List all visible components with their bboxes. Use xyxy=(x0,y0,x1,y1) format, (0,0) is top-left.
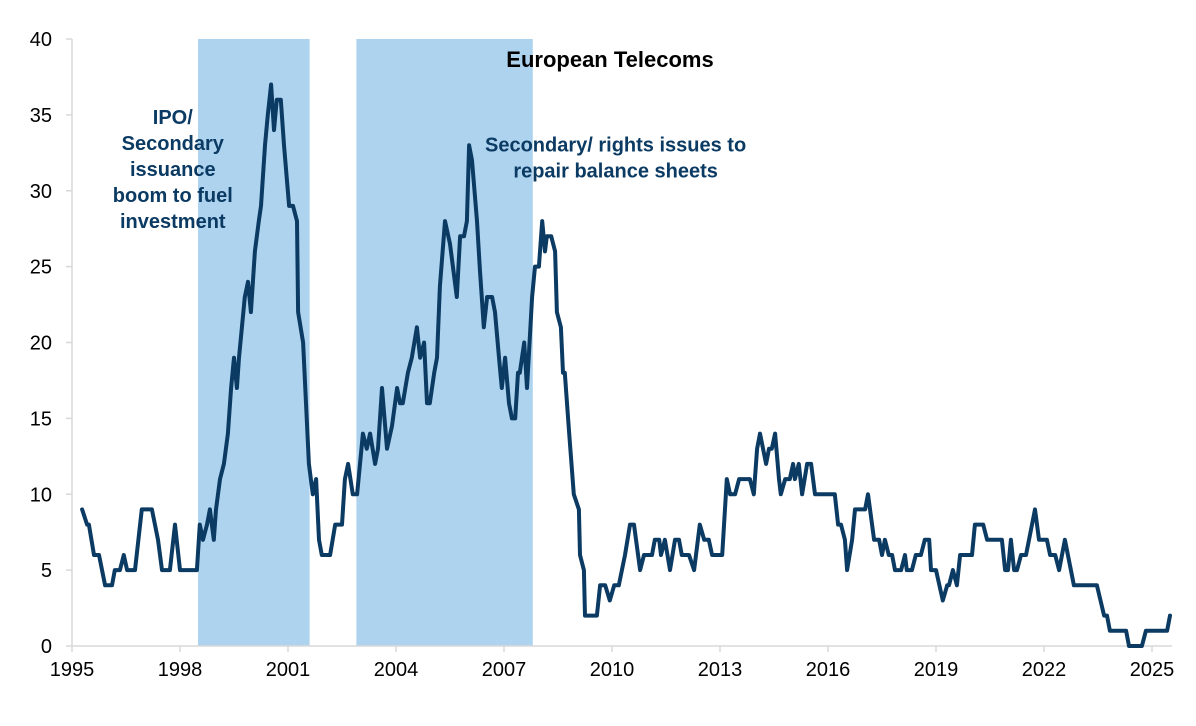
y-tick-label: 35 xyxy=(30,105,52,127)
annotation-line: investment xyxy=(120,211,226,233)
annotation-line: Secondary xyxy=(122,133,225,155)
x-tick-label: 1998 xyxy=(158,659,203,681)
series-line-1 xyxy=(80,82,1172,648)
y-tick-label: 5 xyxy=(41,560,52,582)
x-tick-label: 2025 xyxy=(1130,659,1175,681)
y-tick-label: 0 xyxy=(41,636,52,658)
x-tick-label: 2007 xyxy=(482,659,527,681)
x-tick-label: 2004 xyxy=(374,659,419,681)
x-axis-ticks: 1995 1998 2001 2004 2007 2010 2013 2016 2019 2022… xyxy=(50,646,1175,681)
annotation-line: repair balance sheets xyxy=(513,160,718,182)
x-tick-label: 2016 xyxy=(806,659,851,681)
x-tick-label: 2010 xyxy=(590,659,635,681)
annotation-2: Secondary/ rights issues to repair balanc… xyxy=(485,134,746,182)
shaded-period-2 xyxy=(356,39,533,646)
series-group xyxy=(80,82,1172,648)
annotations: IPO/Secondary issuance boom to fuel investm… xyxy=(113,107,746,233)
y-tick-label: 25 xyxy=(30,257,52,279)
annotation-line: issuance xyxy=(130,159,216,181)
annotation-line: Secondary/ rights issues to xyxy=(485,134,746,156)
y-axis-ticks: 0 5 10 15 20 25 30 35 40 xyxy=(30,29,72,658)
y-tick-label: 15 xyxy=(30,408,52,430)
x-tick-label: 2001 xyxy=(266,659,311,681)
x-tick-label: 2022 xyxy=(1022,659,1067,681)
x-tick-label: 2013 xyxy=(698,659,743,681)
chart-title: European Telecoms xyxy=(506,47,713,72)
y-tick-label: 20 xyxy=(30,333,52,355)
annotation-line: boom to fuel xyxy=(113,185,233,207)
y-tick-label: 40 xyxy=(30,29,52,51)
annotation-line: IPO/ xyxy=(153,107,193,129)
x-tick-label: 2019 xyxy=(914,659,959,681)
annotation-1: IPO/Secondary issuance boom to fuel investm… xyxy=(113,107,233,233)
y-tick-label: 30 xyxy=(30,181,52,203)
x-tick-label: 1995 xyxy=(50,659,95,681)
y-tick-label: 10 xyxy=(30,484,52,506)
shaded-period-1 xyxy=(198,39,310,646)
shaded-periods xyxy=(198,39,533,646)
